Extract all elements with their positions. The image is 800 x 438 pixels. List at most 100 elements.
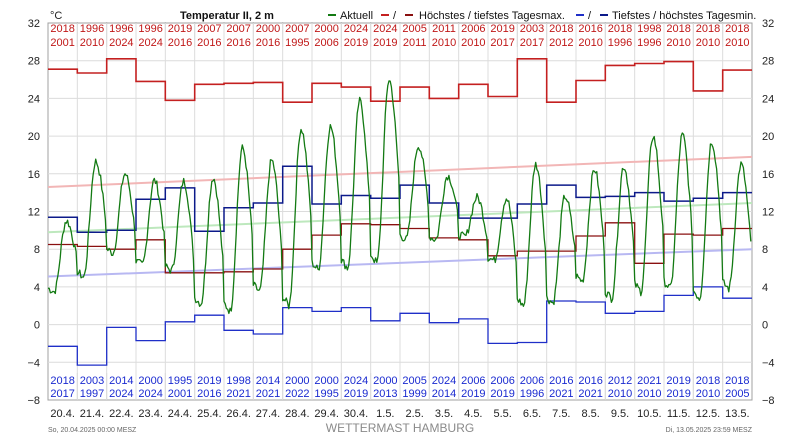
year-record-max-low: 1995 bbox=[285, 37, 309, 49]
year-record-min-low: 1995 bbox=[168, 375, 192, 387]
unit-label: °C bbox=[50, 10, 62, 22]
year-record-max-high: 1996 bbox=[138, 23, 162, 35]
x-tick-label: 11.5. bbox=[667, 408, 691, 420]
year-record-min-high: 2010 bbox=[696, 388, 720, 400]
year-record-max-high: 2018 bbox=[549, 23, 573, 35]
footer-center: WETTERMAST HAMBURG bbox=[326, 421, 474, 435]
year-record-max-high: 2024 bbox=[344, 23, 368, 35]
bottom-year-rows: 2018201720031997201420242000202419952001… bbox=[50, 373, 750, 400]
year-record-min-low: 2014 bbox=[109, 375, 133, 387]
record-min-high-line bbox=[48, 165, 752, 233]
x-tick-label: 27.4. bbox=[256, 408, 280, 420]
year-record-min-low: 2005 bbox=[402, 375, 426, 387]
x-tick-label: 22.4. bbox=[109, 408, 133, 420]
year-record-max-low: 2010 bbox=[432, 37, 456, 49]
footer-left: So, 20.04.2025 00:00 MESZ bbox=[48, 427, 137, 434]
year-record-max-high: 2003 bbox=[520, 23, 544, 35]
year-record-max-low: 2024 bbox=[138, 37, 162, 49]
year-record-min-low: 2016 bbox=[578, 375, 602, 387]
year-record-min-high: 2010 bbox=[608, 388, 632, 400]
year-record-min-low: 2006 bbox=[520, 375, 544, 387]
y-axis-right: −8 −4 0 4 8 12 16 20 24 28 32 bbox=[762, 18, 775, 407]
y-tick-label-right: −8 bbox=[762, 395, 775, 407]
x-tick-label: 13.5. bbox=[725, 408, 749, 420]
year-record-max-high: 2018 bbox=[696, 23, 720, 35]
year-record-max-high: 2019 bbox=[168, 23, 192, 35]
year-record-min-low: 1998 bbox=[226, 375, 250, 387]
year-record-min-high: 2014 bbox=[432, 388, 456, 400]
plot-area bbox=[47, 22, 753, 401]
actual-temperature bbox=[47, 80, 752, 315]
y-tick-label-right: 32 bbox=[762, 18, 774, 30]
year-record-max-high: 1998 bbox=[637, 23, 661, 35]
legend-max-sep: / bbox=[393, 10, 397, 22]
year-record-max-low: 2019 bbox=[373, 37, 397, 49]
y-tick-label: 32 bbox=[28, 18, 40, 30]
legend: Aktuell / Höchstes / tiefstes Tagesmax. … bbox=[328, 10, 756, 22]
year-record-min-low: 2000 bbox=[314, 375, 338, 387]
year-record-min-low: 2000 bbox=[138, 375, 162, 387]
x-tick-label: 24.4. bbox=[168, 408, 192, 420]
year-record-max-low: 2010 bbox=[725, 37, 749, 49]
year-record-max-high: 2006 bbox=[461, 23, 485, 35]
legend-min-label: Tiefstes / höchstes Tagesmin. bbox=[612, 10, 756, 22]
year-record-min-high: 2013 bbox=[373, 388, 397, 400]
x-tick-label: 5.5. bbox=[493, 408, 511, 420]
y-tick-label-right: 4 bbox=[762, 282, 768, 294]
x-tick-label: 23.4. bbox=[138, 408, 162, 420]
year-record-min-low: 2018 bbox=[725, 375, 749, 387]
year-record-max-low: 2016 bbox=[168, 37, 192, 49]
legend-max-label: Höchstes / tiefstes Tagesmax. bbox=[419, 10, 565, 22]
y-tick-label-right: 28 bbox=[762, 56, 774, 68]
year-record-min-low: 2014 bbox=[256, 375, 280, 387]
year-record-min-low: 2016 bbox=[549, 375, 573, 387]
y-tick-label-right: 12 bbox=[762, 207, 774, 219]
year-record-min-low: 2006 bbox=[490, 375, 514, 387]
x-tick-label: 6.5. bbox=[523, 408, 541, 420]
year-record-min-high: 2019 bbox=[490, 388, 514, 400]
year-record-min-low: 2021 bbox=[637, 375, 661, 387]
year-record-min-high: 1996 bbox=[520, 388, 544, 400]
x-tick-label: 30.4. bbox=[344, 408, 368, 420]
year-record-max-high: 2018 bbox=[666, 23, 690, 35]
y-tick-label: 16 bbox=[28, 169, 40, 181]
x-tick-label: 8.5. bbox=[581, 408, 599, 420]
mean-max-line bbox=[47, 155, 753, 188]
year-record-min-high: 2024 bbox=[138, 388, 162, 400]
x-tick-label: 20.4. bbox=[50, 408, 74, 420]
record-min-low-line bbox=[48, 286, 752, 366]
record-max-high-line bbox=[48, 58, 752, 103]
year-record-min-high: 2019 bbox=[461, 388, 485, 400]
year-record-max-low: 2010 bbox=[578, 37, 602, 49]
chart-title: Temperatur II, 2 m bbox=[180, 10, 274, 22]
year-record-max-high: 2019 bbox=[490, 23, 514, 35]
year-record-min-high: 1997 bbox=[80, 388, 104, 400]
year-record-min-low: 2006 bbox=[461, 375, 485, 387]
year-record-max-low: 1996 bbox=[608, 37, 632, 49]
year-record-min-low: 2000 bbox=[285, 375, 309, 387]
year-record-min-low: 2019 bbox=[666, 375, 690, 387]
year-record-max-high: 2018 bbox=[725, 23, 749, 35]
y-tick-label: 4 bbox=[34, 282, 40, 294]
year-record-max-low: 2010 bbox=[696, 37, 720, 49]
x-tick-label: 28.4. bbox=[285, 408, 309, 420]
year-record-max-low: 2024 bbox=[109, 37, 133, 49]
year-record-min-high: 2021 bbox=[549, 388, 573, 400]
year-record-min-high: 2005 bbox=[725, 388, 749, 400]
y-tick-label: 20 bbox=[28, 131, 40, 143]
year-record-min-high: 2010 bbox=[637, 388, 661, 400]
year-record-min-low: 2000 bbox=[373, 375, 397, 387]
legend-min-sep: / bbox=[588, 10, 592, 22]
year-record-max-high: 2007 bbox=[197, 23, 221, 35]
year-record-min-high: 2021 bbox=[256, 388, 280, 400]
year-record-max-low: 2001 bbox=[50, 37, 74, 49]
y-tick-label-right: 24 bbox=[762, 93, 774, 105]
year-record-min-high: 1999 bbox=[402, 388, 426, 400]
year-record-max-high: 2016 bbox=[578, 23, 602, 35]
x-tick-label: 3.5. bbox=[435, 408, 453, 420]
year-record-min-low: 2012 bbox=[608, 375, 632, 387]
year-record-max-high: 2000 bbox=[256, 23, 280, 35]
y-tick-label: 24 bbox=[28, 93, 40, 105]
y-tick-label: 8 bbox=[34, 244, 40, 256]
year-record-min-low: 2003 bbox=[80, 375, 104, 387]
